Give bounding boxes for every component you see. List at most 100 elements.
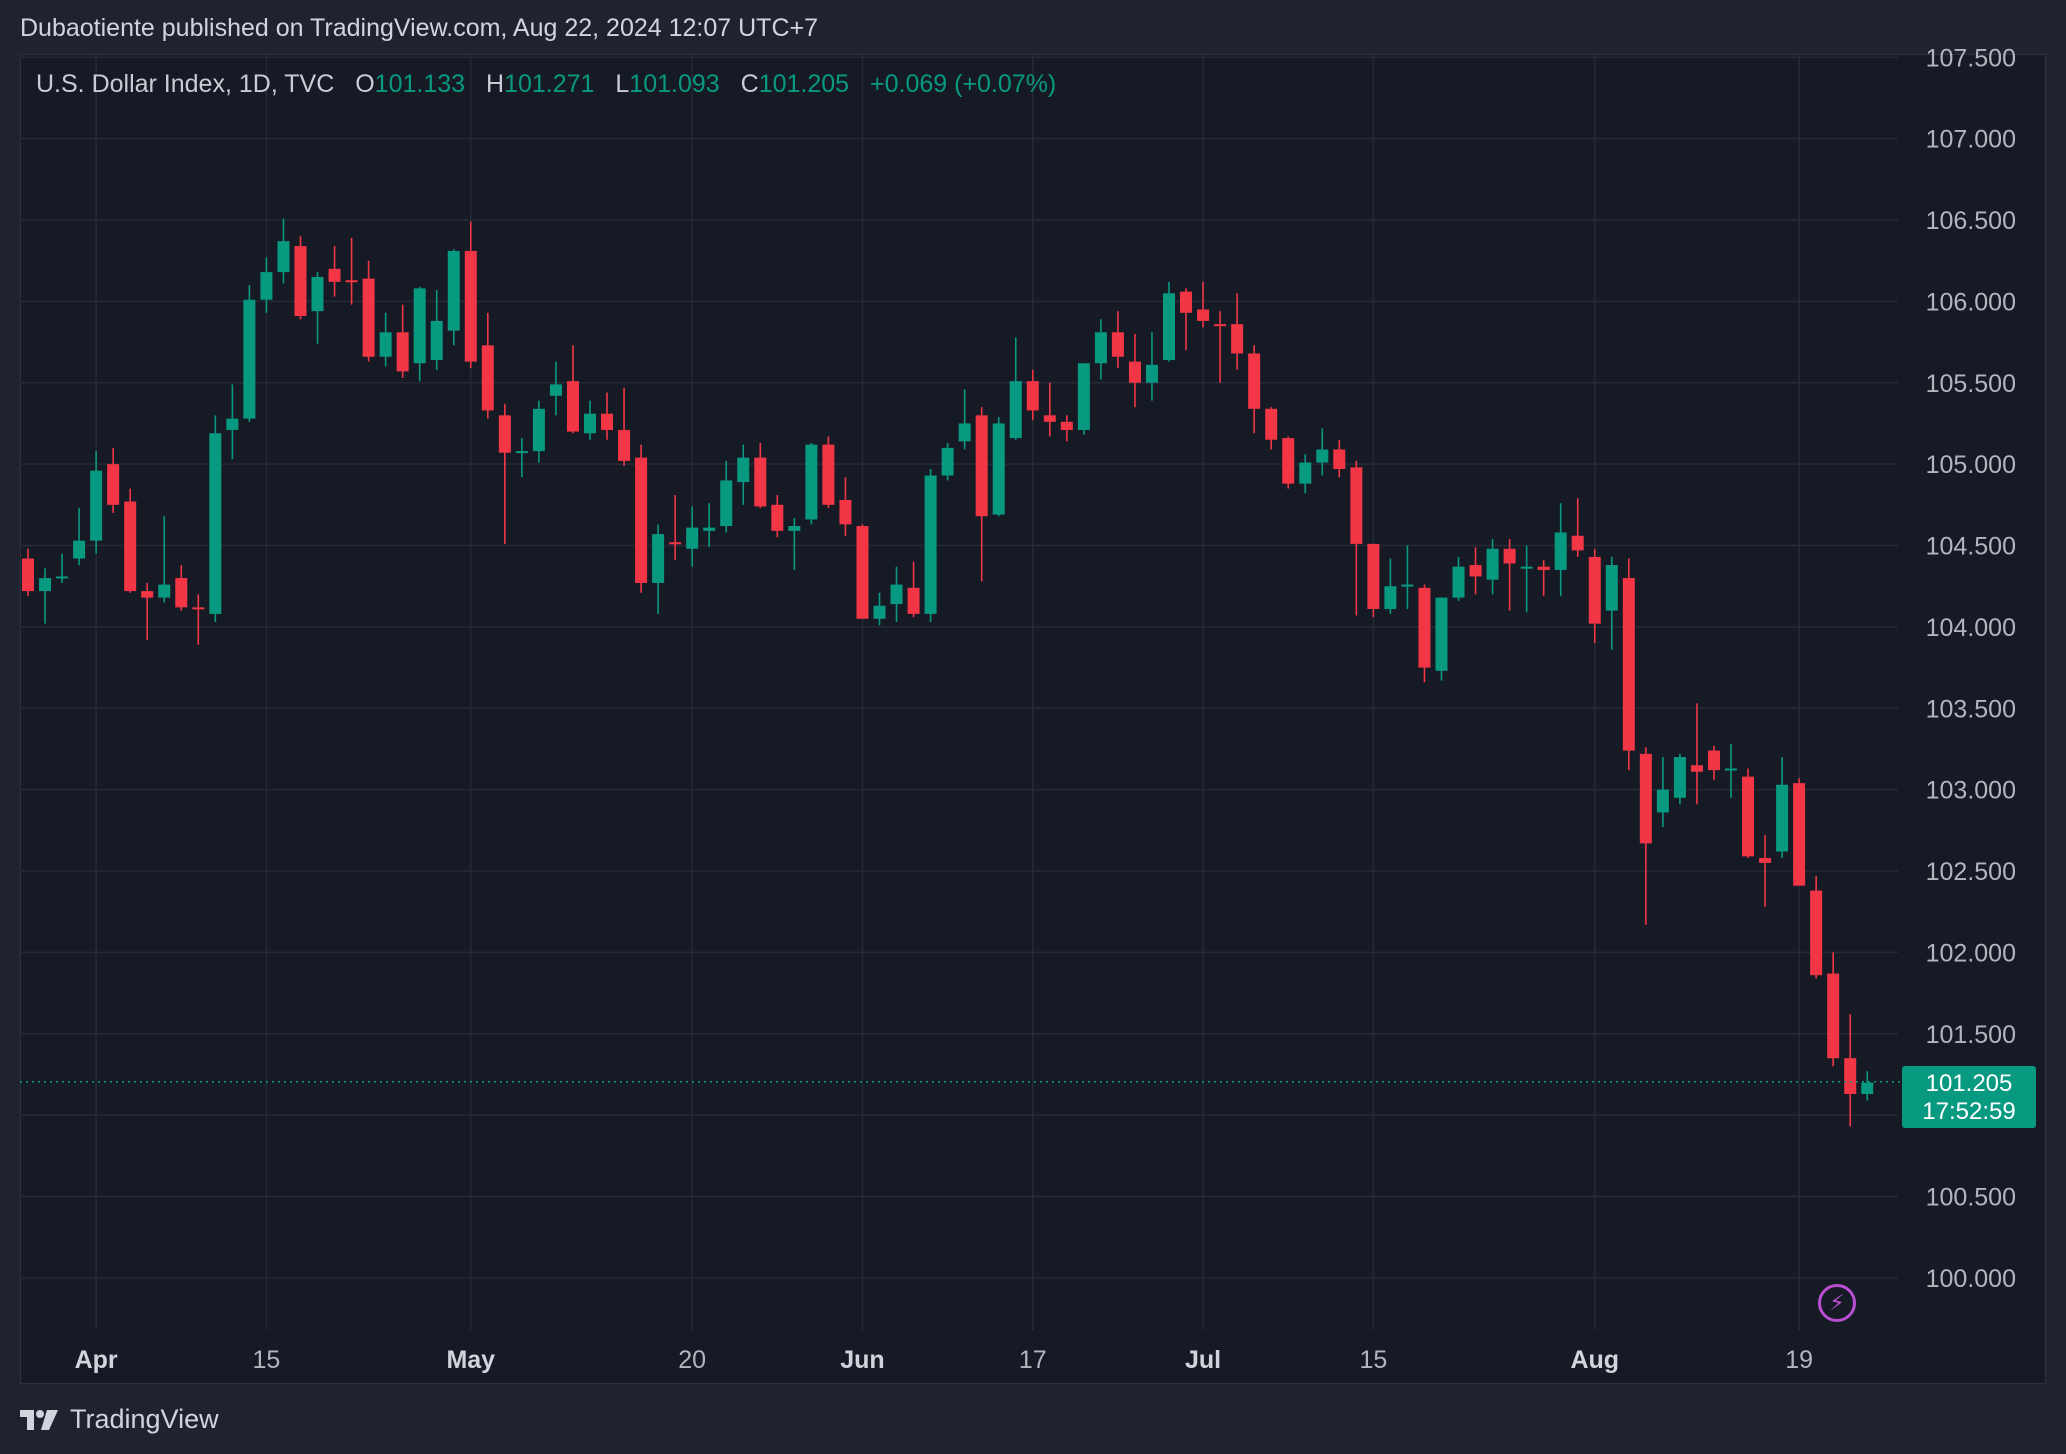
candle [243,285,256,422]
price-tick-label: 104.000 [1926,614,2016,642]
time-tick-label: 20 [678,1346,706,1374]
candle [1180,288,1193,351]
candle [1384,558,1397,614]
candle-body [1214,324,1227,327]
tradingview-logo-icon [20,1409,58,1430]
candle-body [379,332,392,357]
candle-body [975,415,988,517]
candle [549,361,562,416]
candle [890,566,903,623]
candle [1111,311,1124,369]
candle [345,237,358,305]
candle [1026,369,1039,421]
lightning-icon[interactable]: ⚡ [1818,1284,1856,1322]
candle-body [498,415,511,453]
candle-body [1128,361,1141,383]
price-tick-label: 103.000 [1926,777,2016,805]
change-value: +0.069 (+0.07%) [870,70,1057,98]
candle [328,246,341,297]
high-label: H [486,70,505,98]
candle-body [1571,535,1584,551]
candle-body [1639,753,1652,844]
candle [1742,768,1755,859]
candle-body [1180,291,1193,313]
candle-body [56,576,69,579]
candle [1690,703,1703,805]
candle-body [1401,584,1414,587]
price-tick-label: 105.500 [1926,370,2016,398]
candle-body [1248,353,1261,409]
candle [754,442,767,509]
candle [192,594,205,645]
candle [311,272,324,344]
candle-body [771,504,784,531]
candle-body [652,534,665,583]
candle [464,221,477,369]
candle [515,438,528,478]
candle [1810,875,1823,979]
price-tick-label: 100.500 [1926,1184,2016,1212]
candle-body [1810,890,1823,976]
candle [413,286,426,382]
candle-body [1537,566,1550,570]
candle-body [90,470,103,541]
candle-body [1520,566,1533,569]
candle [90,451,103,554]
close-value: 101.205 [758,70,850,98]
candle [805,442,818,525]
candle [73,508,86,566]
candle [22,548,34,596]
candle-body [958,423,971,442]
low-label: L [615,70,630,98]
price-tick-label: 106.000 [1926,288,2016,316]
candle [1418,584,1431,683]
candle [1537,560,1550,596]
candle-body [1622,578,1635,751]
candle-body [430,320,443,360]
candle [1145,332,1158,401]
candle [277,218,290,284]
published-caption: Dubaotiente published on TradingView.com… [20,14,819,42]
time-tick-label: 15 [1359,1346,1387,1374]
candle [1316,428,1329,476]
candle-body [294,246,307,317]
candle [39,568,52,624]
candle-body [1009,381,1022,439]
candle [1554,503,1567,596]
candle-body [924,475,937,614]
candle [1520,545,1533,613]
candle [158,516,171,603]
brand-name: TradingView [70,1404,219,1434]
candle [720,460,733,533]
low-value: 101.093 [629,70,720,98]
candle-body [635,457,648,583]
candle [1673,753,1686,805]
candle-body [1299,462,1312,484]
candle-body [1350,467,1363,544]
candle [992,416,1005,517]
candle-body [22,558,34,592]
candle-body [124,501,137,592]
candle-body [822,444,835,505]
candle-body [1725,768,1737,771]
candle [1639,747,1652,925]
candle [1656,757,1669,828]
candle [124,488,137,593]
candle [1469,547,1482,595]
candle [941,442,954,481]
time-tick-label: 17 [1019,1346,1047,1374]
candle [1333,439,1346,478]
candle-body [890,584,903,605]
candle [294,236,307,320]
grid-lines [20,54,1898,1330]
candle [107,447,120,513]
candle-body [515,451,528,454]
candle-body [1861,1082,1874,1095]
candle [447,249,460,346]
candle-body [1145,364,1158,383]
candle [260,257,273,313]
candle-body [1656,789,1669,813]
candle-body [1588,556,1601,624]
candle-body [1026,381,1039,411]
